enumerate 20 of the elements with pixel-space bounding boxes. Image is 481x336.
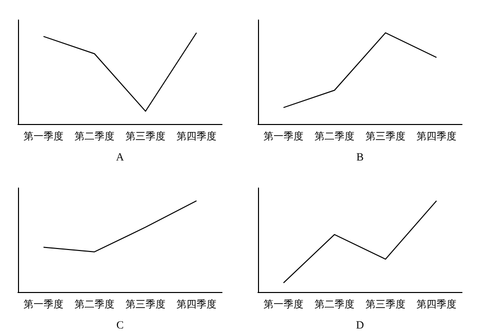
- x-tick-label: 第四季度: [176, 298, 216, 310]
- x-tick-label: 第一季度: [24, 130, 64, 142]
- x-tick-label: 第三季度: [126, 130, 166, 142]
- x-tick-label: 第二季度: [314, 298, 354, 310]
- x-tick-label: 第四季度: [416, 298, 456, 310]
- x-axis-title: B: [356, 152, 364, 164]
- x-axis-title: D: [356, 320, 364, 332]
- x-tick-label: 第一季度: [24, 298, 64, 310]
- x-tick-label: 第三季度: [366, 130, 406, 142]
- x-tick-label: 第二季度: [74, 130, 114, 142]
- x-tick-label: 第二季度: [74, 298, 114, 310]
- x-axis-title: C: [116, 320, 124, 332]
- x-tick-label: 第一季度: [264, 130, 304, 142]
- x-tick-label: 第四季度: [176, 130, 216, 142]
- x-tick-label: 第二季度: [314, 130, 354, 142]
- x-tick-label: 第四季度: [416, 130, 456, 142]
- x-tick-label: 第一季度: [264, 298, 304, 310]
- x-tick-label: 第三季度: [126, 298, 166, 310]
- x-tick-label: 第三季度: [366, 298, 406, 310]
- x-axis-title: A: [116, 152, 124, 164]
